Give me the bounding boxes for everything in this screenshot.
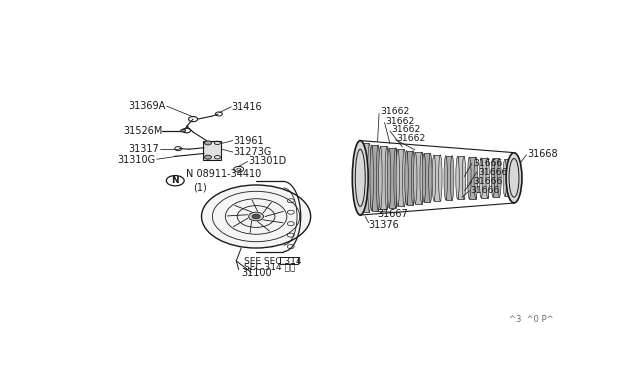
- Ellipse shape: [394, 148, 397, 208]
- Bar: [372, 145, 378, 211]
- Text: 31376: 31376: [369, 220, 399, 230]
- Bar: [445, 155, 452, 200]
- Ellipse shape: [432, 155, 436, 201]
- Ellipse shape: [405, 151, 408, 205]
- Circle shape: [248, 212, 264, 221]
- Ellipse shape: [361, 144, 365, 212]
- Polygon shape: [203, 141, 221, 160]
- Text: 31369A: 31369A: [128, 101, 165, 110]
- Text: SEC.314 参照: SEC.314 参照: [244, 262, 295, 271]
- Bar: [424, 154, 431, 202]
- Ellipse shape: [462, 156, 466, 199]
- Ellipse shape: [438, 155, 442, 201]
- Text: 31310G: 31310G: [117, 155, 156, 165]
- Bar: [481, 158, 488, 198]
- Bar: [280, 257, 298, 264]
- Bar: [434, 155, 440, 201]
- Text: 31666: 31666: [478, 168, 507, 177]
- Bar: [458, 156, 464, 199]
- Text: 31668: 31668: [527, 149, 558, 159]
- Bar: [389, 148, 396, 208]
- Text: 31666: 31666: [473, 177, 502, 186]
- Ellipse shape: [376, 145, 380, 211]
- Bar: [505, 159, 511, 196]
- Ellipse shape: [385, 146, 388, 209]
- Text: (1): (1): [193, 182, 207, 192]
- Text: 31526M: 31526M: [123, 126, 163, 135]
- Ellipse shape: [352, 141, 368, 215]
- Bar: [380, 146, 387, 209]
- Ellipse shape: [412, 151, 415, 205]
- Text: N: N: [172, 176, 179, 185]
- Text: 31100: 31100: [241, 268, 272, 278]
- Text: 31662: 31662: [380, 108, 410, 116]
- Text: SEE SEC.314: SEE SEC.314: [244, 257, 301, 266]
- Text: 31662: 31662: [385, 116, 415, 126]
- Ellipse shape: [498, 158, 501, 197]
- Bar: [469, 157, 476, 199]
- Ellipse shape: [413, 152, 417, 203]
- Circle shape: [252, 214, 260, 219]
- Ellipse shape: [396, 149, 399, 206]
- Ellipse shape: [370, 145, 373, 211]
- Circle shape: [180, 129, 186, 132]
- Text: 31301D: 31301D: [249, 155, 287, 166]
- Circle shape: [202, 185, 310, 248]
- Text: 31662: 31662: [396, 134, 426, 143]
- Ellipse shape: [468, 157, 471, 199]
- Ellipse shape: [509, 159, 513, 196]
- Text: 31662: 31662: [391, 125, 420, 134]
- Bar: [493, 158, 499, 197]
- Ellipse shape: [367, 144, 371, 212]
- Text: 31961: 31961: [234, 136, 264, 145]
- Ellipse shape: [492, 158, 495, 197]
- Ellipse shape: [456, 156, 460, 199]
- Ellipse shape: [444, 155, 447, 200]
- Text: 31317: 31317: [129, 144, 159, 154]
- Text: 31666: 31666: [470, 186, 500, 195]
- Ellipse shape: [422, 154, 426, 202]
- Ellipse shape: [379, 146, 382, 209]
- Bar: [363, 144, 369, 212]
- Text: N 08911-34410: N 08911-34410: [186, 169, 261, 179]
- Text: ^3  ^0 P^: ^3 ^0 P^: [509, 315, 554, 324]
- Bar: [398, 149, 404, 206]
- Ellipse shape: [420, 152, 424, 203]
- Ellipse shape: [403, 149, 406, 206]
- Ellipse shape: [506, 153, 522, 203]
- Ellipse shape: [451, 155, 454, 200]
- Ellipse shape: [474, 157, 477, 199]
- Text: 31666: 31666: [473, 159, 502, 168]
- Bar: [415, 152, 422, 203]
- Ellipse shape: [503, 159, 507, 196]
- Text: 31667: 31667: [378, 209, 408, 219]
- Text: 31273G: 31273G: [234, 147, 272, 157]
- Ellipse shape: [486, 158, 490, 198]
- Ellipse shape: [429, 154, 432, 202]
- Text: 31416: 31416: [232, 102, 262, 112]
- Bar: [406, 151, 413, 205]
- Circle shape: [205, 155, 211, 159]
- Ellipse shape: [479, 158, 483, 198]
- Ellipse shape: [387, 148, 391, 208]
- Circle shape: [205, 141, 211, 145]
